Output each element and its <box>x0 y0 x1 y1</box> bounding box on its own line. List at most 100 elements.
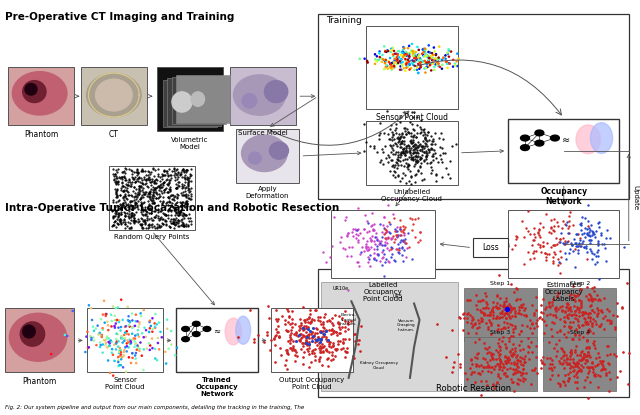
Point <box>140 199 150 205</box>
Ellipse shape <box>86 73 141 117</box>
Point <box>451 141 461 147</box>
Point <box>589 338 599 345</box>
Point <box>474 371 484 377</box>
Point <box>136 195 146 201</box>
Point <box>431 155 441 162</box>
Point <box>504 338 515 345</box>
Point <box>314 314 324 321</box>
Point <box>479 340 489 347</box>
Point <box>343 326 353 332</box>
Point <box>269 336 279 343</box>
Point <box>173 217 184 224</box>
Point <box>573 243 584 249</box>
Point <box>179 176 189 182</box>
Point <box>176 222 186 229</box>
Point <box>461 318 472 325</box>
Point <box>494 336 504 342</box>
Point <box>595 357 605 364</box>
Point <box>164 197 174 204</box>
Point <box>280 320 291 327</box>
Point <box>441 59 451 65</box>
Point <box>183 185 193 192</box>
Point <box>281 327 291 333</box>
Point <box>126 216 136 223</box>
Point <box>555 382 565 389</box>
Point <box>407 139 417 146</box>
Point <box>176 203 186 209</box>
Point <box>426 146 436 152</box>
Point <box>168 197 179 204</box>
Point <box>377 242 387 249</box>
Point <box>138 367 148 374</box>
Point <box>414 61 424 68</box>
Point <box>581 245 591 252</box>
Point <box>400 240 410 247</box>
Point <box>107 317 117 324</box>
Point <box>369 246 379 252</box>
FancyBboxPatch shape <box>318 14 628 199</box>
Point <box>552 292 563 299</box>
Point <box>153 213 163 220</box>
Point <box>301 325 311 332</box>
Point <box>495 364 505 371</box>
Point <box>110 211 120 217</box>
Point <box>106 337 116 344</box>
Point <box>119 173 129 179</box>
Point <box>115 217 125 224</box>
Point <box>572 242 582 249</box>
Point <box>172 194 182 201</box>
Point <box>176 207 186 214</box>
Point <box>589 370 600 377</box>
Point <box>582 255 592 262</box>
Point <box>113 179 123 186</box>
Point <box>116 168 127 175</box>
Point <box>433 60 444 67</box>
Point <box>412 44 422 50</box>
Point <box>120 335 130 342</box>
Point <box>348 232 358 239</box>
Point <box>307 329 317 336</box>
Point <box>515 377 525 383</box>
Point <box>582 349 593 356</box>
Ellipse shape <box>269 142 289 159</box>
FancyBboxPatch shape <box>464 337 537 391</box>
Point <box>315 328 325 334</box>
Point <box>159 179 169 186</box>
Point <box>155 208 165 215</box>
Point <box>568 283 578 289</box>
Point <box>558 347 568 354</box>
Point <box>335 338 346 344</box>
Point <box>502 355 512 361</box>
Point <box>159 178 170 185</box>
Point <box>554 304 564 311</box>
FancyBboxPatch shape <box>176 76 230 123</box>
Point <box>148 199 159 206</box>
Point <box>181 212 191 218</box>
Point <box>132 219 143 225</box>
Point <box>353 225 364 232</box>
Point <box>315 336 325 343</box>
Point <box>538 238 548 245</box>
Point <box>124 210 134 217</box>
Point <box>575 243 586 250</box>
Point <box>574 240 584 247</box>
Point <box>312 342 322 349</box>
Point <box>284 313 294 320</box>
Point <box>552 380 563 387</box>
Point <box>546 224 556 230</box>
Point <box>390 140 401 147</box>
Point <box>586 302 596 308</box>
Point <box>125 338 136 345</box>
Point <box>381 49 392 55</box>
Point <box>569 367 579 374</box>
Point <box>107 223 117 229</box>
Point <box>115 349 125 356</box>
Point <box>437 150 447 156</box>
Point <box>523 348 533 355</box>
Point <box>473 317 483 323</box>
Point <box>340 324 350 330</box>
Point <box>165 177 175 183</box>
Point <box>388 131 398 137</box>
Point <box>299 322 309 329</box>
Point <box>516 372 527 378</box>
